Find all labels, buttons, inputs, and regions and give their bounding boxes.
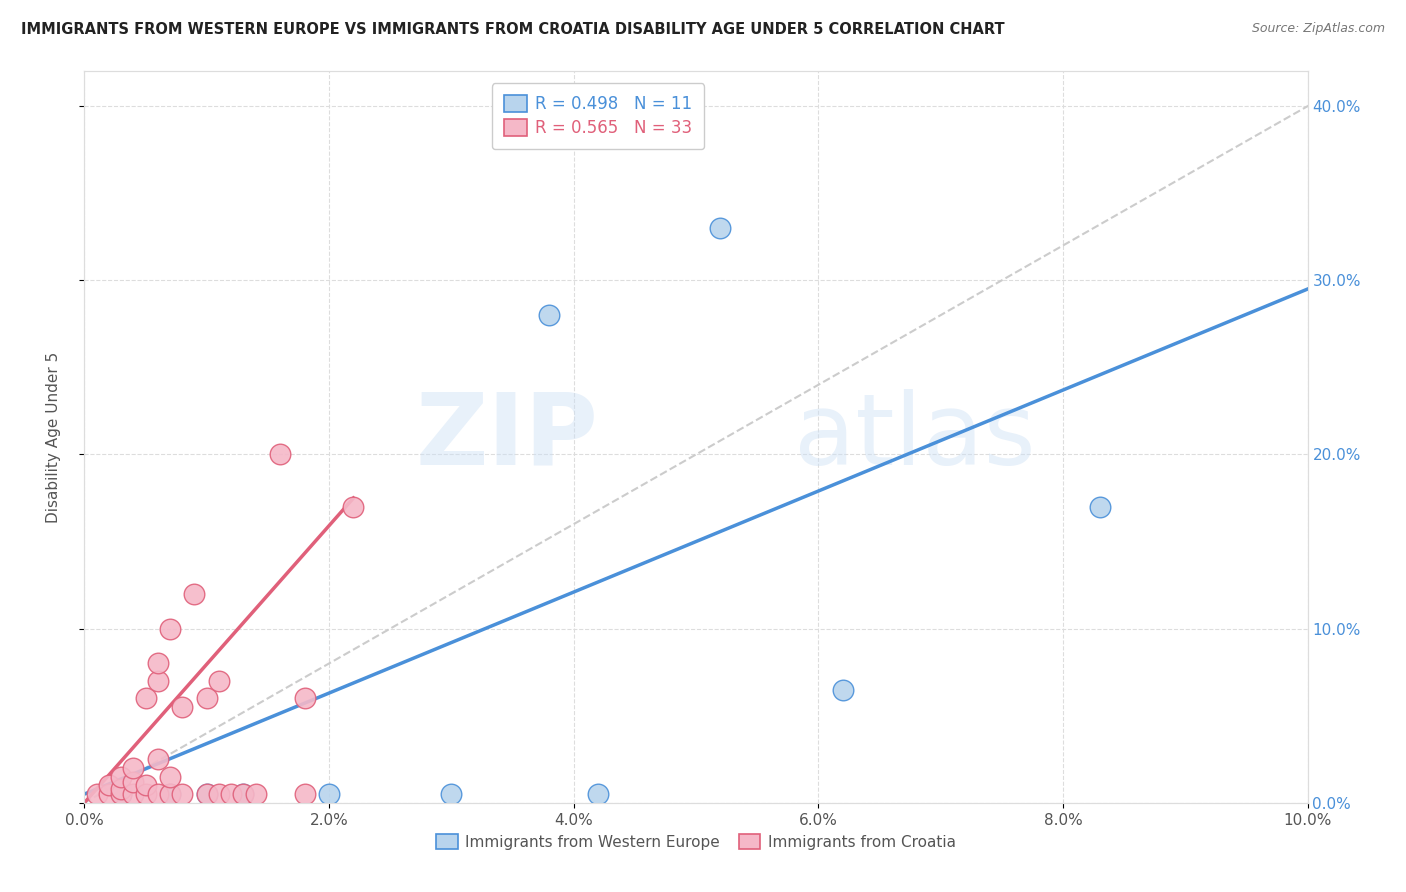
Point — [195, 787, 218, 801]
Point — [122, 775, 145, 789]
Point — [318, 787, 340, 801]
Point — [195, 691, 218, 706]
Point — [122, 761, 145, 775]
Point — [146, 752, 169, 766]
Point — [159, 787, 181, 801]
Point — [172, 700, 194, 714]
Point — [1088, 500, 1111, 514]
Point — [135, 691, 157, 706]
Point — [172, 787, 194, 801]
Point — [110, 770, 132, 784]
Point — [831, 682, 853, 697]
Point — [135, 778, 157, 792]
Point — [97, 787, 120, 801]
Point — [110, 787, 132, 801]
Point — [208, 787, 231, 801]
Y-axis label: Disability Age Under 5: Disability Age Under 5 — [46, 351, 60, 523]
Point — [208, 673, 231, 688]
Text: Source: ZipAtlas.com: Source: ZipAtlas.com — [1251, 22, 1385, 36]
Point — [146, 673, 169, 688]
Text: IMMIGRANTS FROM WESTERN EUROPE VS IMMIGRANTS FROM CROATIA DISABILITY AGE UNDER 5: IMMIGRANTS FROM WESTERN EUROPE VS IMMIGR… — [21, 22, 1005, 37]
Point — [232, 787, 254, 801]
Point — [122, 787, 145, 801]
Point — [440, 787, 463, 801]
Point — [146, 657, 169, 671]
Point — [195, 787, 218, 801]
Point — [159, 622, 181, 636]
Point — [709, 221, 731, 235]
Point — [219, 787, 242, 801]
Point — [159, 770, 181, 784]
Point — [294, 691, 316, 706]
Point — [146, 787, 169, 801]
Point — [110, 787, 132, 801]
Legend: Immigrants from Western Europe, Immigrants from Croatia: Immigrants from Western Europe, Immigran… — [429, 826, 963, 857]
Point — [110, 781, 132, 796]
Point — [586, 787, 609, 801]
Point — [97, 778, 120, 792]
Point — [183, 587, 205, 601]
Point — [135, 787, 157, 801]
Point — [538, 308, 561, 322]
Text: ZIP: ZIP — [415, 389, 598, 485]
Point — [245, 787, 267, 801]
Text: atlas: atlas — [794, 389, 1035, 485]
Point — [232, 787, 254, 801]
Point — [342, 500, 364, 514]
Point — [86, 787, 108, 801]
Point — [269, 448, 291, 462]
Point — [159, 787, 181, 801]
Point — [294, 787, 316, 801]
